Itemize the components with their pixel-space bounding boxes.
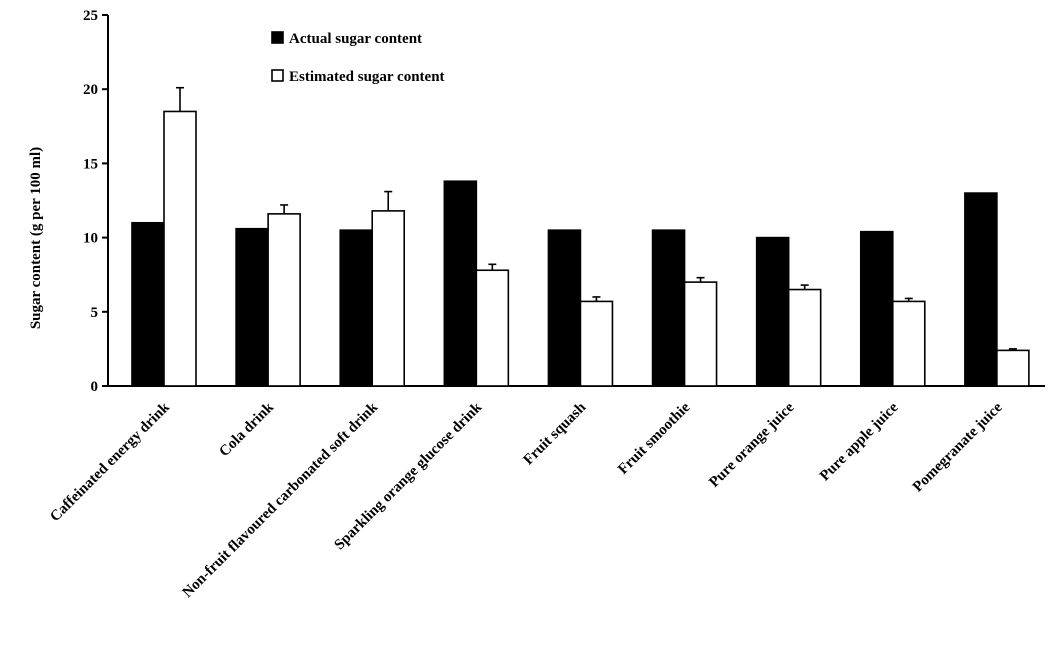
- x-category-label: Non-fruit flavoured carbonated soft drin…: [180, 399, 382, 601]
- x-axis-category-labels: Caffeinated energy drink Cola drinkNon-fr…: [47, 399, 1006, 601]
- bar-estimated: [891, 300, 926, 387]
- bar-actual: [964, 192, 998, 387]
- bar-actual: [131, 221, 165, 387]
- x-category-label: Fruit smoothie: [615, 399, 693, 477]
- y-tick-label: 15: [83, 156, 98, 172]
- y-axis-label-group: Sugar content (g per 100 ml): [28, 147, 44, 329]
- bar-actual: [339, 229, 374, 387]
- y-tick-label: 25: [83, 8, 98, 24]
- bar-actual: [755, 236, 790, 387]
- x-category-label: Cola drink: [216, 399, 277, 460]
- y-tick-label: 5: [91, 305, 99, 321]
- bar-actual: [859, 230, 894, 387]
- x-category-label: Pure orange juice: [706, 399, 797, 490]
- y-axis-label: Sugar content (g per 100 ml): [28, 147, 44, 329]
- legend-swatch-estimated: [271, 69, 284, 82]
- bar-actual: [235, 227, 269, 387]
- y-tick-label: 0: [91, 379, 99, 395]
- y-tick-label: 10: [83, 231, 98, 247]
- y-axis-ticks: 0 5 10 15 20 25: [83, 8, 108, 395]
- x-category-label: Pure apple juice: [817, 399, 902, 484]
- bar-estimated: [163, 110, 197, 387]
- bars: [131, 110, 1030, 387]
- x-category-label: Caffeinated energy drink: [47, 399, 173, 525]
- bar-estimated: [683, 281, 718, 387]
- bar-estimated: [475, 269, 510, 387]
- bar-actual: [547, 229, 582, 387]
- legend-label-estimated: Estimated sugar content: [289, 69, 445, 85]
- y-tick-label: 20: [83, 82, 98, 98]
- bar-actual: [651, 229, 686, 387]
- x-category-label: Fruit squash: [520, 399, 589, 468]
- legend: Actual sugar content Estimated sugar con…: [271, 31, 445, 85]
- bar-estimated: [787, 288, 822, 387]
- bar-estimated: [267, 213, 301, 387]
- legend-label-actual: Actual sugar content: [289, 31, 422, 47]
- legend-swatch-actual: [271, 31, 284, 44]
- bar-estimated: [579, 300, 614, 387]
- error-bars: [176, 86, 1017, 351]
- x-category-label: Pomegranate juice: [910, 399, 1006, 495]
- bar-actual: [443, 180, 478, 387]
- bar-estimated: [996, 349, 1030, 387]
- bar-estimated: [371, 210, 406, 387]
